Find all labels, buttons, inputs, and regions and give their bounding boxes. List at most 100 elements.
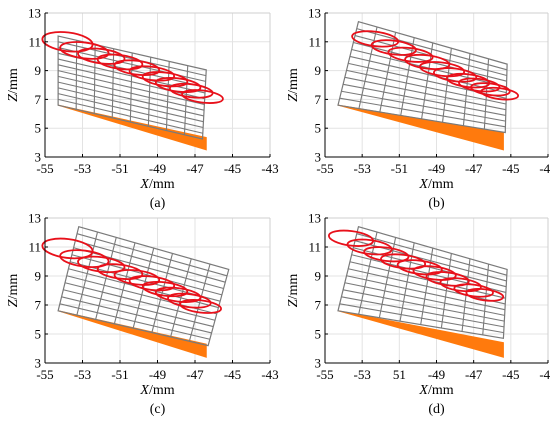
y-tick-label: 11 xyxy=(28,34,41,49)
y-tick-label: 3 xyxy=(35,150,42,165)
panel-label: (c) xyxy=(150,402,166,417)
mesh-row-line xyxy=(343,83,506,116)
x-tick-label: -43 xyxy=(261,367,278,382)
x-axis-label: X/mm xyxy=(418,177,453,192)
red-ellipse xyxy=(41,31,94,53)
x-tick-label: -51 xyxy=(111,367,128,382)
y-tick-label: 5 xyxy=(35,121,42,136)
red-ellipse xyxy=(141,280,189,298)
red-ellipse xyxy=(167,292,212,309)
y-axis-label-unit: /mm xyxy=(6,274,21,300)
red-ellipse xyxy=(419,61,466,78)
y-tick-label: 7 xyxy=(35,92,42,107)
mesh-row-line xyxy=(63,289,214,328)
y-axis-label-unit: /mm xyxy=(286,274,301,300)
red-ellipse xyxy=(128,275,176,292)
x-axis-label-variable: X xyxy=(418,383,428,398)
x-tick-label: -55 xyxy=(316,367,333,382)
mesh-row-line xyxy=(71,254,223,296)
red-ellipse xyxy=(380,253,427,270)
red-ellipse xyxy=(458,77,501,93)
y-tick-label: 7 xyxy=(315,298,322,313)
red-ellipse xyxy=(327,229,375,247)
red-ellipse xyxy=(154,286,202,303)
red-ellipse xyxy=(404,53,451,70)
panel-label: (b) xyxy=(428,196,445,211)
mesh-row-line xyxy=(339,303,504,334)
y-axis-label: Z/mm xyxy=(6,68,21,102)
x-tick-label: -47 xyxy=(186,367,204,382)
red-ellipse xyxy=(465,288,505,302)
y-tick-label: 5 xyxy=(315,121,322,136)
x-tick-label: -53 xyxy=(74,367,91,382)
x-axis-label-unit: /mm xyxy=(428,383,454,398)
mesh-row-line xyxy=(58,64,205,100)
red-ellipse xyxy=(113,59,161,77)
x-tick-label: -55 xyxy=(36,367,53,382)
x-tick-label: -47 xyxy=(465,367,483,382)
mesh-row-line xyxy=(348,268,506,305)
red-ellipse xyxy=(470,82,511,97)
x-tick-label: -47 xyxy=(465,161,483,176)
x-tick-label: -55 xyxy=(316,161,333,176)
mesh-row-line xyxy=(58,41,207,77)
panel-label: (a) xyxy=(150,196,166,211)
y-tick-label: 3 xyxy=(315,356,322,371)
red-ellipse xyxy=(432,67,478,83)
y-axis-label: Z/mm xyxy=(286,68,301,102)
x-axis-label: X/mm xyxy=(139,383,174,398)
red-ellipse xyxy=(96,263,144,280)
x-axis-label-unit: /mm xyxy=(149,177,175,192)
x-tick-label: -53 xyxy=(353,161,370,176)
x-tick-label: -47 xyxy=(186,161,204,176)
red-ellipse xyxy=(439,277,482,293)
x-tick-label: -53 xyxy=(353,367,370,382)
y-tick-label: 9 xyxy=(35,269,42,284)
mesh-row-line xyxy=(61,296,212,334)
x-tick-label: -45 xyxy=(224,367,241,382)
red-ellipse xyxy=(370,39,417,56)
mesh-row-line xyxy=(75,240,226,283)
y-axis-label-variable: Z xyxy=(6,94,21,102)
mesh-row-line xyxy=(64,282,216,321)
y-axis-label-variable: Z xyxy=(286,94,301,102)
x-tick-label: -45 xyxy=(224,161,241,176)
y-tick-label: 9 xyxy=(315,63,322,78)
y-axis-label: Z/mm xyxy=(6,274,21,308)
x-tick-label: -43 xyxy=(539,367,550,382)
x-tick-label: -43 xyxy=(539,161,550,176)
red-ellipse xyxy=(181,89,224,104)
red-ellipse xyxy=(453,283,494,298)
red-ellipse xyxy=(363,246,410,263)
y-axis-label: Z/mm xyxy=(286,274,301,308)
red-ellipse xyxy=(154,76,202,94)
x-tick-label: -49 xyxy=(428,367,445,382)
red-ellipse xyxy=(387,46,434,63)
y-tick-label: 9 xyxy=(315,269,322,284)
x-axis-label: X/mm xyxy=(418,383,453,398)
mesh-row-line xyxy=(59,303,210,340)
panel-label: (d) xyxy=(428,402,445,417)
x-tick-label: 51 xyxy=(393,367,406,382)
red-ellipse xyxy=(351,30,400,48)
y-axis-label-unit: /mm xyxy=(286,68,301,94)
mesh-row-line xyxy=(76,233,228,277)
x-tick-label: -55 xyxy=(36,161,53,176)
mesh-row-line xyxy=(346,275,506,311)
y-tick-label: 11 xyxy=(28,240,41,255)
x-axis-label: X/mm xyxy=(139,177,174,192)
y-axis-label-variable: Z xyxy=(286,299,301,307)
base-strip xyxy=(337,310,504,358)
y-axis-label-unit: /mm xyxy=(6,68,21,94)
mesh-row-line xyxy=(57,98,203,134)
x-tick-label: -51 xyxy=(111,161,128,176)
mesh-row-line xyxy=(58,70,205,105)
red-ellipse xyxy=(168,82,214,99)
y-tick-label: 3 xyxy=(35,356,42,371)
x-tick-label: -45 xyxy=(502,161,519,176)
y-tick-label: 13 xyxy=(28,211,41,226)
